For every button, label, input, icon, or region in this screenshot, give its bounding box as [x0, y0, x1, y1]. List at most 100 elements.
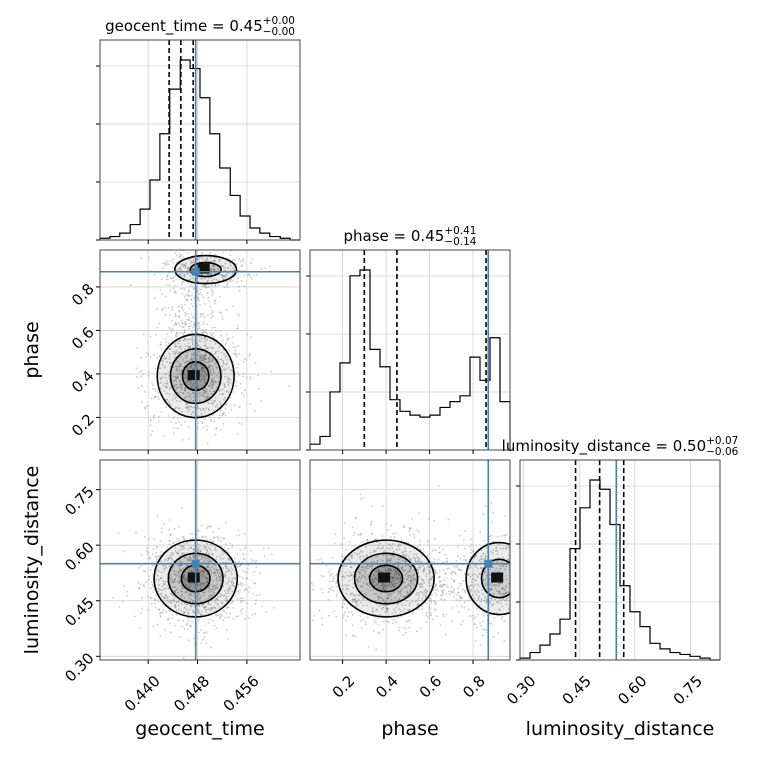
sample-point	[221, 366, 224, 368]
sample-point	[500, 617, 503, 620]
sample-point	[201, 359, 204, 362]
sample-point	[179, 325, 181, 327]
sample-point	[202, 594, 205, 596]
sample-point	[386, 528, 389, 531]
sample-point	[202, 389, 205, 392]
sample-point	[126, 594, 129, 597]
sample-point	[174, 578, 176, 580]
sample-point	[383, 566, 385, 568]
sample-point	[424, 588, 427, 591]
sample-point	[366, 564, 369, 567]
sample-point	[149, 557, 152, 560]
sample-point	[159, 387, 162, 390]
sample-point	[184, 374, 187, 377]
sample-point	[312, 588, 314, 591]
sample-point	[172, 258, 175, 261]
sample-point	[191, 341, 194, 343]
sample-point	[163, 569, 166, 572]
sample-point	[199, 408, 201, 410]
sample-point	[183, 338, 186, 341]
sample-point	[241, 599, 244, 602]
sample-point	[414, 558, 416, 561]
sample-point	[204, 535, 207, 538]
sample-point	[158, 322, 160, 325]
sample-point	[219, 393, 222, 396]
sample-point	[146, 547, 149, 549]
sample-point	[426, 554, 429, 557]
sample-point	[492, 592, 494, 595]
sample-point	[207, 395, 209, 398]
sample-point	[214, 326, 217, 329]
sample-point	[244, 389, 246, 392]
sample-point	[382, 599, 384, 601]
sample-point	[183, 373, 186, 376]
sample-point	[381, 559, 384, 562]
sample-point	[412, 556, 415, 559]
sample-point	[241, 582, 244, 585]
sample-point	[173, 590, 176, 592]
sample-point	[229, 280, 232, 282]
sample-point	[365, 578, 367, 580]
sample-point	[428, 572, 431, 575]
sample-point	[217, 284, 220, 287]
sample-point	[507, 554, 510, 557]
sample-point	[207, 347, 210, 350]
sample-point	[352, 598, 354, 601]
sample-point	[187, 437, 190, 440]
sample-point	[488, 589, 491, 591]
sample-point	[209, 390, 211, 392]
sample-point	[220, 334, 222, 337]
sample-point	[228, 547, 231, 550]
sample-point	[207, 385, 210, 387]
sample-point	[162, 360, 165, 363]
sample-point	[210, 365, 213, 367]
sample-point	[389, 593, 391, 595]
sample-point	[422, 564, 425, 567]
sample-point	[517, 566, 519, 568]
sample-point	[198, 570, 201, 573]
sample-point	[205, 388, 208, 390]
sample-point	[444, 572, 447, 575]
sample-point	[434, 570, 437, 573]
sample-point	[373, 584, 376, 587]
panel-frame	[99, 39, 301, 241]
sample-point	[406, 591, 409, 593]
sample-point	[175, 368, 178, 370]
sample-point	[253, 570, 256, 573]
sample-point	[140, 257, 143, 260]
sample-point	[492, 635, 495, 638]
sample-point	[206, 580, 208, 583]
sample-point	[233, 557, 236, 560]
sample-point	[209, 360, 212, 363]
sample-point	[372, 630, 375, 632]
sample-point	[193, 605, 195, 608]
sample-point	[358, 594, 360, 596]
sample-point	[165, 558, 168, 560]
sample-point	[177, 570, 180, 573]
sample-point	[496, 612, 498, 614]
sample-point	[371, 581, 374, 584]
sample-point	[160, 527, 163, 530]
sample-point	[181, 306, 184, 309]
sample-point	[220, 579, 222, 582]
sample-point	[210, 273, 213, 276]
sample-point	[177, 608, 180, 611]
sample-point	[381, 535, 383, 537]
sample-point	[158, 608, 161, 611]
sample-point	[209, 538, 211, 541]
sample-point	[392, 550, 395, 553]
sample-point	[240, 260, 242, 262]
sample-point	[527, 537, 529, 539]
sample-point	[227, 557, 230, 560]
sample-point	[223, 275, 225, 277]
sample-point	[174, 344, 177, 347]
sample-point	[176, 571, 179, 574]
sample-point	[455, 594, 458, 596]
sample-point	[359, 577, 362, 580]
sample-point	[180, 370, 183, 372]
sample-point	[224, 386, 227, 389]
sample-point	[353, 552, 356, 554]
sample-point	[232, 584, 235, 587]
sample-point	[462, 538, 465, 541]
sample-point	[154, 598, 156, 601]
